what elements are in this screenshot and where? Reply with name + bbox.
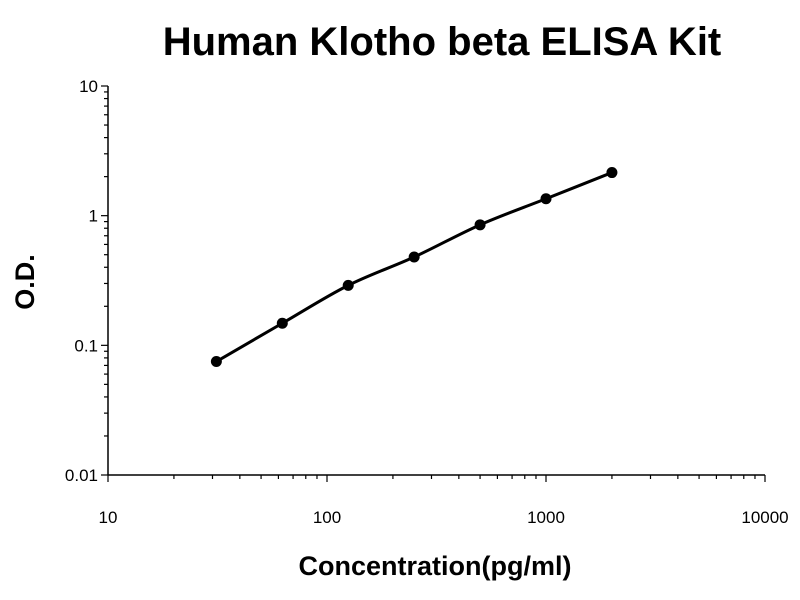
y-tick-label: 1 <box>89 207 98 226</box>
x-tick-label: 1000 <box>527 508 565 527</box>
fit-curve <box>215 171 613 363</box>
x-tick-label: 100 <box>313 508 341 527</box>
chart-title: Human Klotho beta ELISA Kit <box>163 20 722 64</box>
x-tick-label: 10 <box>99 508 118 527</box>
data-point <box>408 251 420 263</box>
data-point <box>276 317 288 329</box>
data-point <box>540 193 552 205</box>
ticks <box>101 85 766 482</box>
x-tick-label: 10000 <box>741 508 788 527</box>
y-tick-label: 10 <box>79 77 98 96</box>
data-point <box>210 356 222 368</box>
data-point <box>474 219 486 231</box>
data-point <box>606 167 618 179</box>
data-points <box>210 167 618 368</box>
x-axis-label: Concentration(pg/ml) <box>299 551 572 581</box>
data-point <box>342 279 354 291</box>
y-axis-label: O.D. <box>10 254 40 310</box>
y-tick-label: 0.1 <box>74 336 98 355</box>
tick-labels: 0.01 0.1 1 10 10 100 1000 10000 <box>65 77 789 527</box>
y-tick-label: 0.01 <box>65 466 98 485</box>
